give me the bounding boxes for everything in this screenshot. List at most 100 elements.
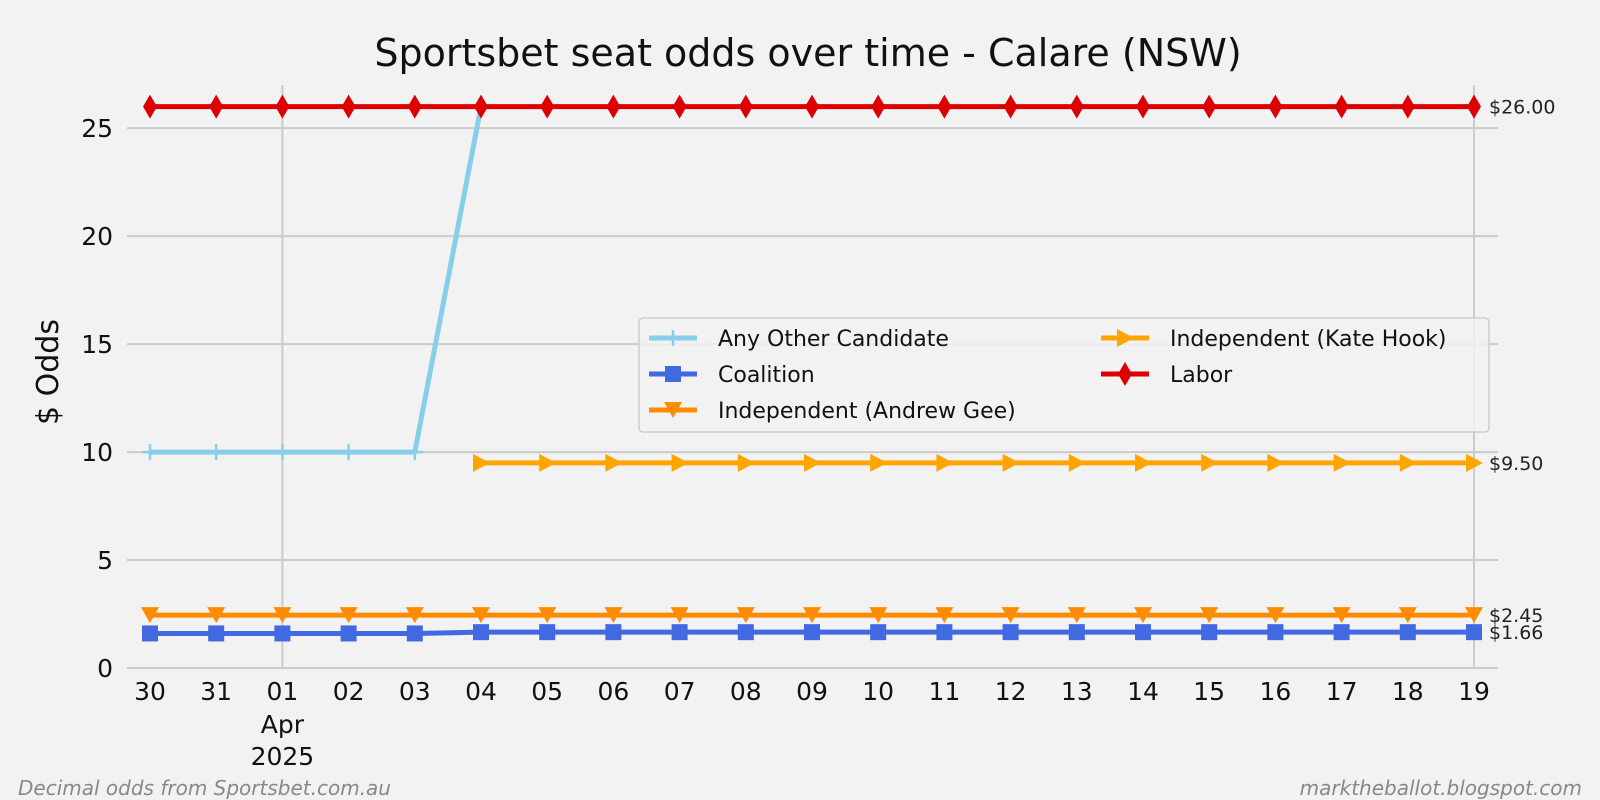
legend-label: Independent (Andrew Gee) [718,399,1016,424]
legend: Any Other Candidate Coalition Independent … [638,317,1490,433]
series-point [804,453,821,472]
series-point [737,624,754,641]
series-point [1266,607,1285,624]
x-tick-month: Apr [261,710,305,739]
series-point [1069,94,1084,119]
series-coalition [142,624,1482,642]
y-tick-label: 20 [81,222,113,251]
x-tick-label: 16 [1259,677,1291,706]
series-point [605,624,622,641]
series-point [1465,607,1483,624]
series-point [274,625,291,642]
legend-marker [664,402,682,418]
x-tick-label: 01 [266,677,298,706]
series-point [1334,94,1349,119]
legend-box [638,317,1490,433]
series-point [671,453,689,472]
series-point [341,94,356,119]
series-point [604,607,623,624]
x-tick-label: 08 [730,677,762,706]
series-point [340,444,357,461]
series-point [1001,607,1020,624]
legend-item: Labor [1101,362,1233,388]
series-point [804,624,820,641]
series-point [1399,624,1416,641]
series-point [670,607,689,624]
series-point [606,94,621,119]
series-point [870,624,887,641]
end-labels: $26.00 $9.50 $2.45$1.66 [1489,97,1555,645]
series-point [405,607,424,624]
y-axis-label: $ Odds [31,319,66,425]
series-point [473,453,490,472]
x-tick-label: 19 [1458,677,1490,706]
series-point [406,625,423,642]
legend-marker [1118,362,1132,386]
series-point [142,444,158,461]
series-point [540,94,555,119]
series-point [1267,624,1284,641]
legend-marker [665,330,681,346]
series-point [936,453,954,472]
x-tick-label: 11 [928,677,960,706]
series-independent-kate-hook [473,453,1483,472]
legend-marker [665,366,681,382]
series-labor [143,94,1481,119]
legend-item: Independent (Andrew Gee) [649,399,1016,424]
series-point [671,624,688,641]
x-tick-label: 02 [333,677,365,706]
x-tick-year: 2025 [251,742,315,771]
series-point [1466,624,1482,641]
legend-item: Independent (Kate Hook) [1101,327,1446,352]
series-point [805,94,819,119]
series-point [143,94,157,119]
end-value-label: $9.50 [1489,453,1543,475]
series-point [209,94,224,119]
series-point [803,607,821,624]
series-point [870,453,888,472]
legend-label: Any Other Candidate [718,327,949,352]
end-value-label: $2.45 [1489,605,1543,627]
x-tick-label: 15 [1193,677,1225,706]
series-point [1068,453,1086,472]
series-point [605,453,623,472]
legend-item: Any Other Candidate [649,327,949,352]
series-point [936,624,953,641]
series-point [871,94,886,119]
series-point [472,607,490,624]
series-point [1202,94,1217,119]
y-ticks: 0 5 10 15 20 25 [81,114,113,683]
x-tick-label: 12 [995,677,1027,706]
x-tick-label: 17 [1326,677,1358,706]
legend-label: Coalition [718,363,815,388]
series-point [1003,94,1018,119]
series-point [1136,94,1150,119]
series-point [1002,624,1019,641]
y-tick-label: 0 [97,654,113,683]
series-point [1467,94,1481,119]
series-point [737,453,755,472]
series-point [1466,453,1483,472]
y-tick-label: 5 [97,546,113,575]
x-tick-label: 13 [1061,677,1093,706]
series-point [208,444,225,461]
footer-source: Decimal odds from Sportsbet.com.au [18,776,391,800]
footer-credit: marktheballot.blogspot.com [1300,776,1582,800]
series-point [141,607,159,624]
y-tick-label: 15 [81,330,113,359]
series-point [406,444,423,461]
x-tick-label: 18 [1392,677,1424,706]
series-point [538,607,557,624]
x-tick-label: 03 [399,677,431,706]
series-point [275,94,290,119]
legend-label: Labor [1170,363,1233,388]
series-point [1068,624,1085,641]
end-value-label: $1.66 [1489,622,1543,644]
series-point [1201,624,1218,641]
x-tick-label: 06 [597,677,629,706]
series-point [1400,94,1415,119]
series-point [1201,453,1219,472]
series-point [339,607,358,624]
series-point [1135,624,1151,641]
series-point [1333,624,1350,641]
